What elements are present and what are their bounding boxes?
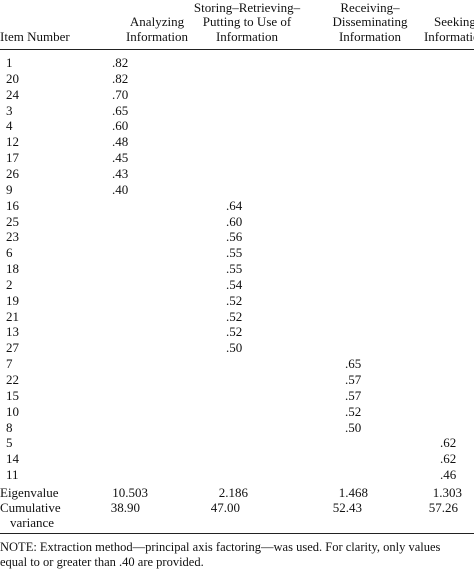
- header-col4-line1: Seeking: [434, 14, 474, 29]
- factor-loading: .55: [226, 261, 243, 276]
- item-number: 16: [6, 198, 19, 213]
- factor-loading: .40: [112, 182, 129, 197]
- item-number: 4: [6, 118, 13, 133]
- item-number: 3: [6, 103, 13, 118]
- item-number: 20: [6, 71, 19, 86]
- factor-loading: .56: [226, 229, 243, 244]
- factor-loading: .43: [112, 166, 129, 181]
- header-col2-line3: Information: [215, 29, 279, 44]
- item-number: 10: [6, 404, 19, 419]
- factor-loading: .60: [226, 214, 243, 229]
- item-number: 17: [6, 150, 19, 165]
- item-number: 7: [6, 356, 13, 371]
- cumulative-col1: 38.90: [110, 500, 140, 515]
- header-col3-line3: Information: [338, 29, 402, 44]
- eigenvalue-col1: 10.503: [112, 485, 148, 500]
- factor-loading: .57: [345, 388, 362, 403]
- header-col3-line2: Disseminating: [332, 14, 408, 29]
- factor-loading: .52: [226, 309, 243, 324]
- item-number: 13: [6, 324, 19, 339]
- item-number: 23: [6, 229, 19, 244]
- item-number: 14: [6, 451, 19, 466]
- item-number: 24: [6, 87, 19, 102]
- eigenvalue-col2: 2.186: [218, 485, 248, 500]
- header-col1-line1: Analyzing: [129, 14, 185, 29]
- factor-loading: .55: [226, 245, 243, 260]
- cumulative-label-line2: variance: [10, 515, 55, 530]
- bottom-rule: [0, 533, 474, 534]
- factor-loading: .52: [226, 324, 243, 339]
- factor-loading: .45: [112, 150, 129, 165]
- factor-loading: .64: [226, 198, 243, 213]
- factor-loading: .54: [226, 277, 243, 292]
- item-number: 18: [6, 261, 19, 276]
- cumulative-col4: 57.26: [428, 500, 458, 515]
- item-number: 2: [6, 277, 13, 292]
- header-col2-line1: Storing–Retrieving–: [193, 0, 301, 15]
- factor-loading: .46: [440, 467, 457, 482]
- factor-loading: .52: [345, 404, 362, 419]
- item-number: 12: [6, 134, 19, 149]
- item-number: 8: [6, 420, 13, 435]
- item-number: 25: [6, 214, 19, 229]
- item-number: 9: [6, 182, 13, 197]
- eigenvalue-label: Eigenvalue: [0, 485, 59, 500]
- eigenvalue-col3: 1.468: [338, 485, 368, 500]
- item-number: 21: [6, 309, 19, 324]
- eigenvalue-col4: 1.303: [432, 485, 462, 500]
- header-col3-line1: Receiving–: [340, 0, 400, 15]
- factor-loading: .50: [226, 340, 243, 355]
- item-number: 15: [6, 388, 19, 403]
- cumulative-col3: 52.43: [332, 500, 362, 515]
- item-number: 6: [6, 245, 13, 260]
- cumulative-label-line1: Cumulative: [0, 500, 61, 515]
- item-number: 27: [6, 340, 19, 355]
- factor-loading: .70: [112, 87, 129, 102]
- item-number: 5: [6, 435, 13, 450]
- factor-loading: .52: [226, 293, 243, 308]
- header-item-number: Item Number: [0, 29, 70, 44]
- factor-loading: .62: [440, 435, 457, 450]
- header-col1-line2: Information: [125, 29, 189, 44]
- header-col2-line2: Putting to Use of: [202, 14, 292, 29]
- table-note: NOTE: Extraction method—principal axis f…: [0, 540, 441, 569]
- item-number: 1: [6, 55, 13, 70]
- header-col4-line2: Information: [423, 29, 474, 44]
- factor-loading: .65: [345, 356, 362, 371]
- header-rule: [0, 49, 474, 50]
- item-number: 19: [6, 293, 19, 308]
- factor-loading: .57: [345, 372, 362, 387]
- factor-loading: .48: [112, 134, 129, 149]
- item-number: 11: [6, 467, 19, 482]
- factor-loading: .82: [112, 71, 129, 86]
- factor-loading: .65: [112, 103, 129, 118]
- cumulative-col2: 47.00: [210, 500, 240, 515]
- factor-loading: .82: [112, 55, 129, 70]
- factor-loading: .60: [112, 118, 129, 133]
- factor-loading: .62: [440, 451, 457, 466]
- item-number: 26: [6, 166, 19, 181]
- factor-loading: .50: [345, 420, 362, 435]
- item-number: 22: [6, 372, 19, 387]
